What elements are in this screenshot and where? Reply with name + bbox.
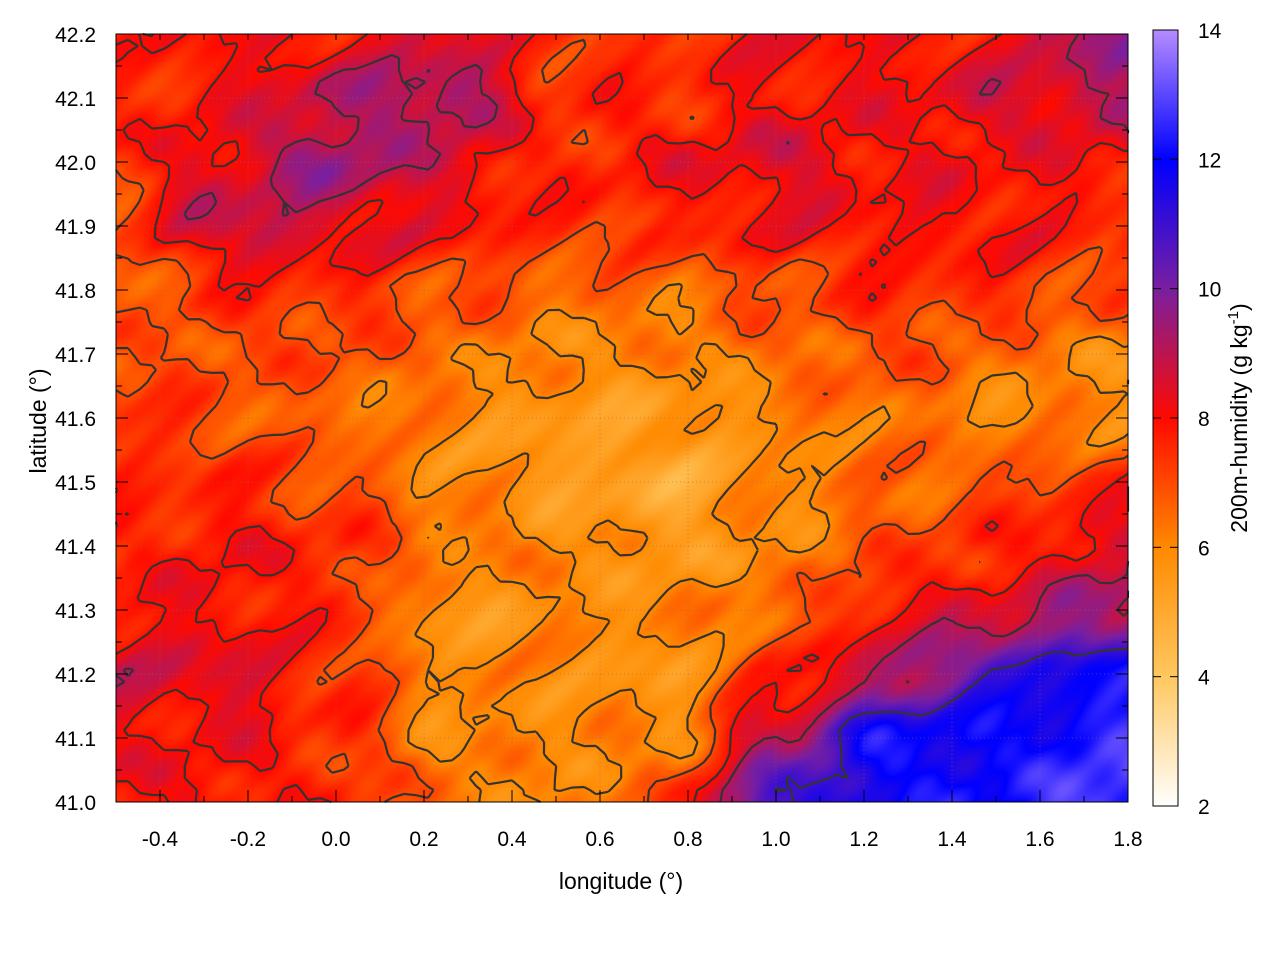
x-axis-label: longitude (°)	[559, 868, 683, 894]
colorbar-tick-label: 2	[1198, 796, 1210, 819]
x-tick-label: 0.8	[673, 828, 702, 851]
colorbar-tick-label: 8	[1198, 408, 1210, 431]
x-tick-label: 0.0	[321, 828, 350, 851]
x-tick-label: -0.2	[230, 828, 266, 851]
contour-line-6	[360, 282, 1130, 803]
y-tick-label: 42.0	[55, 152, 96, 175]
x-tick-label: -0.4	[142, 828, 179, 851]
y-tick-label: 41.2	[55, 664, 96, 687]
y-axis-label: latitude (°)	[25, 368, 51, 473]
contour-line-11	[774, 646, 1129, 803]
y-tick-label: 41.5	[55, 472, 96, 495]
ticks: -0.4 -0.2 0.0 0.2 0.4 0.6 0.8 1.0 1.2 1.4 1.6 1.841…	[55, 20, 1222, 851]
y-tick-label: 41.1	[55, 728, 96, 751]
x-tick-label: 1.6	[1025, 828, 1054, 851]
colorbar-label: 200m-humidity (g kg-1)	[1225, 303, 1252, 532]
y-tick-label: 41.6	[55, 408, 96, 431]
x-tick-label: 0.2	[409, 828, 438, 851]
x-tick-label: 1.0	[761, 828, 790, 851]
colorbar-tick-label: 10	[1198, 279, 1221, 302]
y-tick-label: 41.0	[55, 792, 96, 815]
y-tick-label: 41.7	[55, 344, 96, 367]
colorbar-tick-label: 14	[1198, 20, 1222, 43]
x-tick-label: 0.6	[585, 828, 614, 851]
colorbar-tick-label: 12	[1198, 149, 1221, 172]
contour-line-7	[115, 38, 1129, 803]
y-tick-label: 42.1	[55, 88, 96, 111]
y-tick-label: 41.4	[55, 536, 96, 559]
contour-line-9	[115, 33, 1130, 803]
y-tick-label: 41.3	[55, 600, 96, 623]
x-tick-label: 1.8	[1113, 828, 1142, 851]
y-tick-label: 41.8	[55, 280, 96, 303]
x-tick-label: 1.2	[849, 828, 878, 851]
y-tick-label: 42.2	[55, 24, 96, 47]
y-tick-label: 41.9	[55, 216, 96, 239]
x-tick-label: 1.4	[937, 828, 967, 851]
x-tick-label: 0.4	[497, 828, 527, 851]
colorbar-tick-label: 4	[1198, 667, 1210, 690]
colorbar-tick-label: 6	[1198, 537, 1210, 560]
